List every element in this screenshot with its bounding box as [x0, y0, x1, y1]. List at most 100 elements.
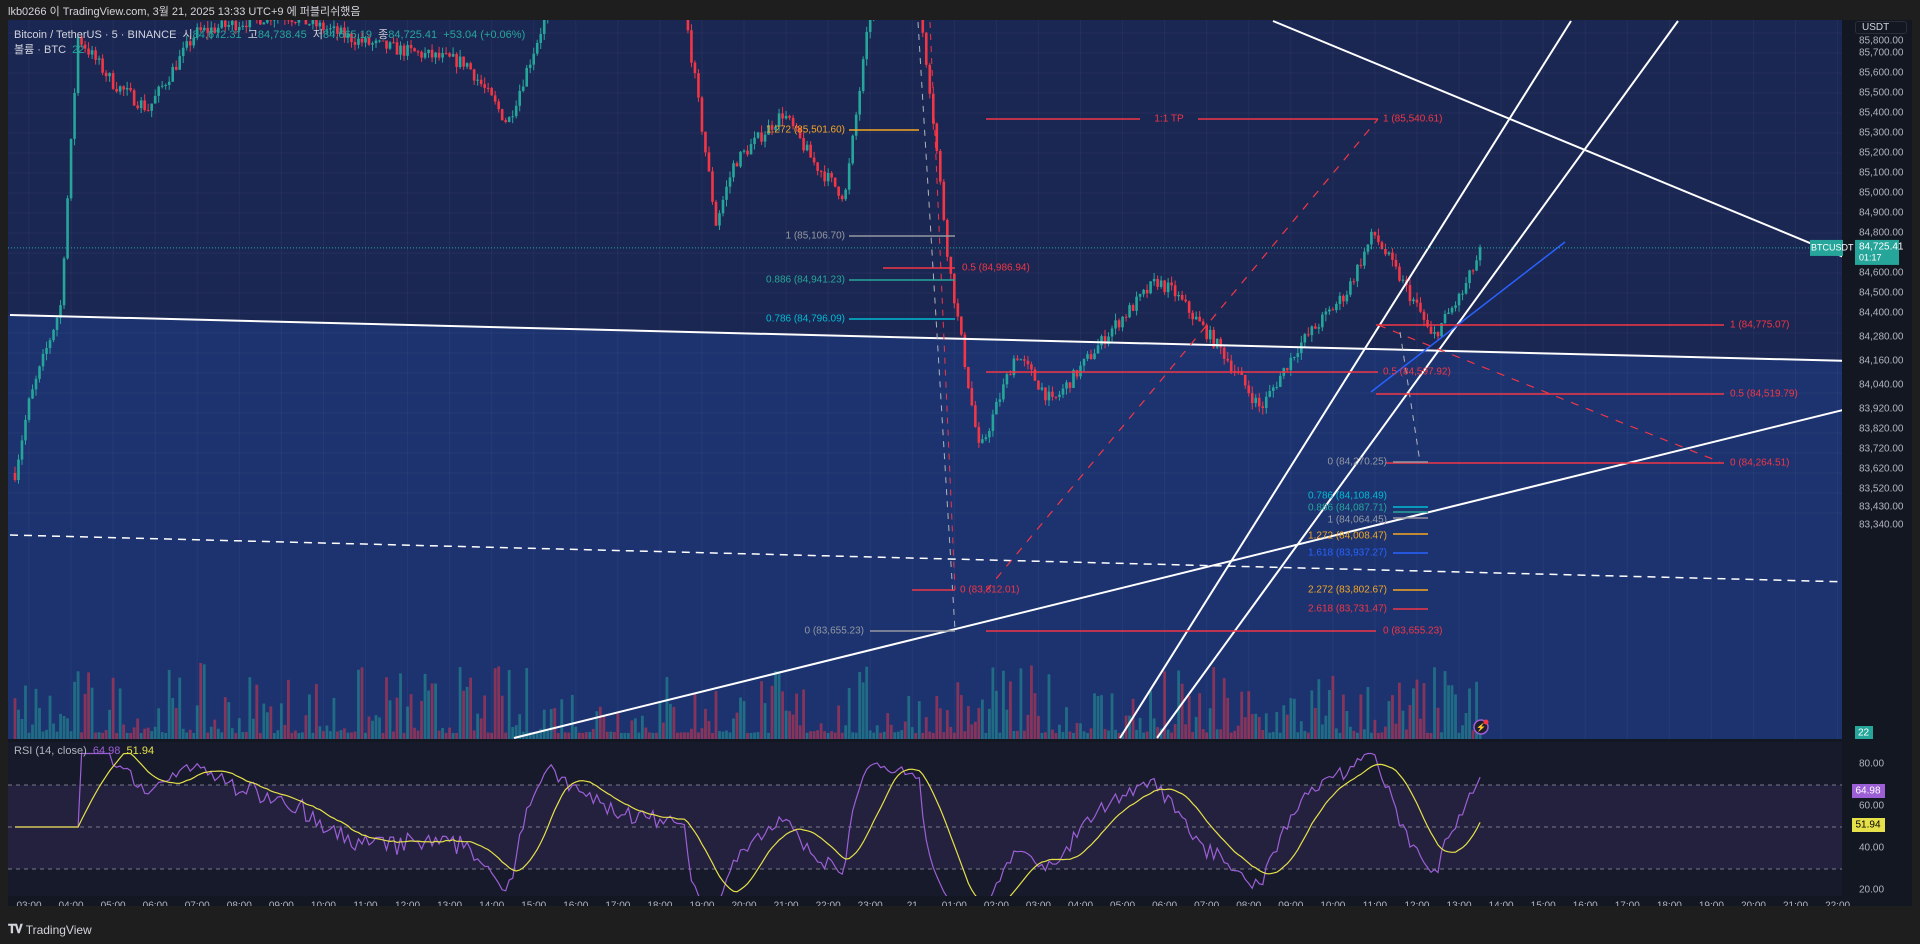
candle-body: [1201, 321, 1205, 325]
volume-bar: [1187, 695, 1191, 739]
volume-bar: [1194, 716, 1198, 739]
volume-bar: [683, 732, 686, 739]
candle-body: [795, 126, 798, 128]
volume-bar: [739, 697, 742, 739]
candle-body: [241, 25, 245, 27]
volume-bar: [577, 732, 581, 739]
candle-body: [122, 86, 125, 90]
price-tick: 85,700.00: [1859, 48, 1904, 59]
candle-body: [378, 40, 381, 42]
volume-bar: [1114, 729, 1117, 739]
candle-body: [1222, 347, 1226, 359]
volume-bar: [591, 728, 595, 739]
candle-body: [350, 33, 353, 43]
volume-bar: [910, 727, 914, 739]
candle-body: [1089, 354, 1093, 360]
candle-body: [781, 113, 784, 119]
volume-bar: [1096, 696, 1100, 739]
volume-bar: [690, 728, 693, 739]
candle-body: [392, 42, 395, 44]
close-value: 84,725.41: [388, 29, 438, 41]
volume-bar: [174, 708, 178, 739]
volume-bar: [1324, 715, 1328, 739]
volume-bar: [1173, 724, 1177, 739]
candle-body: [388, 42, 392, 49]
volume-bar: [17, 709, 20, 739]
candle-body: [760, 132, 763, 142]
candle-body: [725, 186, 728, 200]
candle-body: [1033, 369, 1037, 381]
candle-body: [146, 110, 150, 112]
volume-bar: [272, 733, 276, 739]
candle-body: [185, 41, 189, 48]
volume-bar: [269, 706, 273, 739]
volume-bar: [97, 732, 101, 739]
volume-bar: [840, 732, 844, 739]
price-axis[interactable]: [1843, 20, 1912, 740]
candle-body: [900, 0, 903, 1]
symbol-name[interactable]: Bitcoin / TetherUS · 5 · BINANCE: [14, 29, 177, 41]
close-label: 종: [378, 29, 389, 41]
volume-bar: [844, 725, 848, 739]
candle-body: [1450, 307, 1454, 313]
volume-bar: [546, 730, 550, 739]
candle-body: [585, 5, 588, 7]
candle-body: [1271, 387, 1275, 391]
candle-body: [617, 10, 620, 13]
volume-bar: [1201, 729, 1205, 739]
volume-bar: [1086, 732, 1089, 739]
volume-bar: [623, 732, 627, 739]
rsi-label[interactable]: RSI (14, close): [14, 745, 87, 757]
candle-body: [641, 5, 644, 6]
volume-bar: [1110, 693, 1114, 739]
candle-body: [645, 5, 648, 9]
candle-body: [490, 88, 493, 96]
volume-bar: [1093, 693, 1096, 739]
candle-body: [1082, 358, 1086, 366]
candle-body: [1475, 260, 1478, 271]
candle-body: [1408, 285, 1412, 302]
candle-body: [497, 101, 500, 110]
volume-bar: [1009, 681, 1012, 739]
volume-bar: [830, 731, 834, 739]
volume-bar: [1327, 690, 1331, 739]
volume-bar: [812, 731, 816, 739]
candle-body: [367, 37, 371, 45]
candle-body: [1110, 328, 1114, 337]
candle-body: [1040, 387, 1044, 390]
candle-body: [1152, 278, 1156, 282]
volume-bar: [125, 732, 129, 739]
candle-body: [104, 72, 108, 77]
volume-bar: [87, 672, 90, 739]
candle-body: [638, 6, 641, 13]
candle-body: [939, 151, 942, 182]
volume-label[interactable]: 볼륨 · BTC: [14, 44, 67, 56]
candle-body: [1184, 299, 1187, 302]
volume-bar: [1334, 728, 1338, 739]
volume-bar: [1359, 694, 1363, 739]
candle-body: [718, 213, 721, 226]
candle-body: [318, 22, 322, 27]
candle-body: [472, 69, 476, 81]
fib-label-c-0886: 0.886 (84,087.71): [1308, 503, 1387, 514]
time-axis[interactable]: [8, 896, 1912, 906]
candle-body: [409, 44, 413, 49]
volume-bar: [802, 689, 806, 739]
candle-body: [1384, 248, 1387, 255]
volume-bar: [444, 732, 448, 739]
price-tick: 84,400.00: [1859, 308, 1904, 319]
low-value: 84,665.19: [323, 29, 372, 41]
volume-bar: [220, 732, 224, 739]
candle-body: [259, 20, 262, 25]
tradingview-logo[interactable]: 𝐓𝐕 TradingView: [8, 922, 92, 937]
candle-body: [840, 195, 844, 200]
volume-bar: [1419, 718, 1422, 739]
currency-button[interactable]: USDT: [1855, 21, 1907, 34]
candle-body: [578, 0, 581, 4]
tv-logo-icon: 𝐓𝐕: [8, 922, 23, 936]
rsi-value-tag-bg: [1852, 784, 1885, 798]
candle-body: [458, 56, 462, 67]
candle-body: [493, 95, 497, 102]
volume-bar: [1296, 732, 1300, 739]
